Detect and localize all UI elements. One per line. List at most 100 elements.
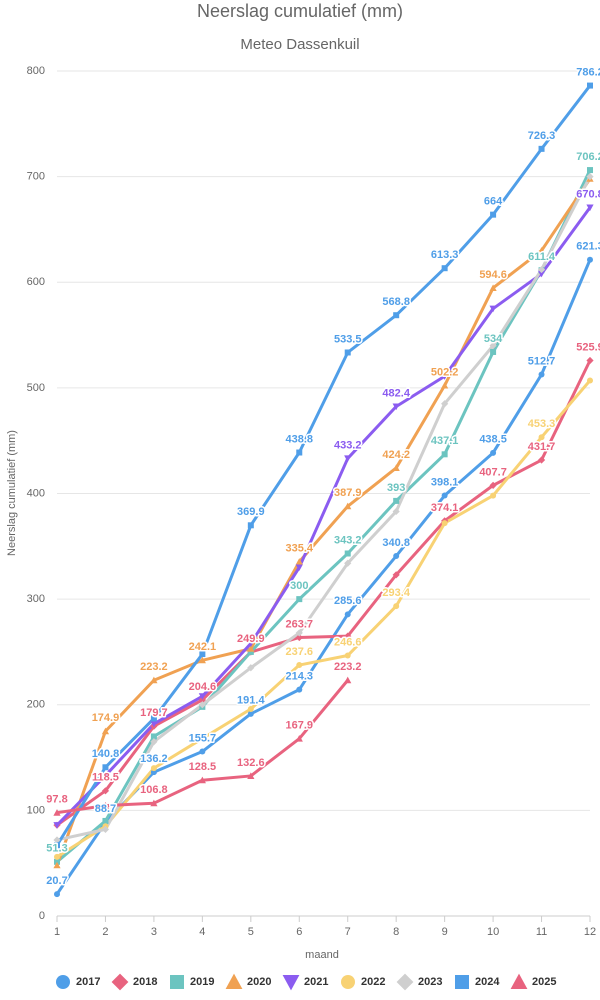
marker [587,256,593,263]
marker [296,449,303,456]
marker [101,802,110,809]
legend-label: 2023 [418,976,442,988]
x-tick-label: 11 [536,926,547,938]
marker [295,558,303,565]
x-tick-label: 5 [248,926,254,938]
marker [586,173,594,181]
marker [101,825,110,833]
marker [295,564,303,572]
series-line [55,177,592,866]
y-tick-label: 700 [27,171,45,183]
series-line [56,169,592,863]
marker [441,400,449,408]
markers [53,82,594,898]
marker [392,571,400,579]
data-label: 223.2 [334,661,362,673]
marker [587,167,593,174]
marker [102,764,109,771]
data-label: 140.8 [92,748,120,760]
marker [586,356,594,365]
data-label: 621.3 [576,241,600,253]
marker [295,633,303,642]
data-label: 246.6 [334,636,362,648]
marker [296,596,303,603]
x-tick-label: 8 [393,926,399,938]
marker [393,603,400,610]
marker [392,403,400,411]
data-label: 191.4 [237,695,265,707]
x-tick-label: 12 [584,926,596,938]
marker [538,145,545,152]
marker [150,765,157,772]
legend-label: 2020 [247,976,271,988]
marker [247,710,254,717]
data-label: 242.1 [189,641,217,653]
x-tick-label: 1 [54,926,60,938]
marker [587,377,593,384]
y-tick-label: 500 [27,382,45,394]
marker [56,975,70,989]
series-line [55,206,592,827]
x-tick-label: 2 [102,926,108,938]
marker [295,735,303,742]
chart-title: Neerslag cumulatief (mm) [197,1,403,21]
marker [392,507,400,516]
data-label: 706.2 [576,151,600,163]
data-label: 534 [484,333,503,345]
y-axis-label: Neerslag cumulatief (mm) [6,430,18,556]
legend-label: 2022 [361,976,385,988]
marker [586,204,594,212]
marker [54,842,60,849]
data-label: 214.3 [286,671,314,683]
data-labels: 20.7 88.7 136.2 155.7 191.4 214.3 285.6 340.8 39… [45,65,600,889]
y-tick-label: 200 [27,699,45,711]
data-label: 482.4 [382,387,410,399]
data-label: 174.9 [92,712,120,724]
marker [490,348,497,355]
x-tick-label: 6 [296,926,302,938]
marker [396,973,414,991]
x-axis-label: maand [305,949,339,961]
marker [489,481,497,489]
data-label: 369.9 [237,506,265,518]
marker [247,645,255,652]
data-label: 179.7 [140,707,168,719]
marker [150,799,158,807]
data-label: 438.5 [479,434,507,446]
data-label: 132.6 [237,757,265,769]
x-tick-label: 7 [345,926,351,938]
marker [441,451,448,458]
data-label: 512.7 [528,355,556,367]
marker [150,720,158,728]
marker [295,629,303,637]
data-label: 167.9 [286,720,314,732]
marker [393,312,400,319]
marker [587,82,593,89]
data-label: 88.7 [95,803,116,815]
data-label: 263.7 [286,618,314,630]
data-label: 223.2 [140,661,168,673]
marker [150,715,157,722]
data-label: 285.6 [334,595,362,607]
marker [101,727,110,735]
y-tick-label: 400 [27,487,45,499]
marker [490,449,497,456]
marker [393,497,400,504]
marker [537,265,546,274]
data-label: 398.1 [431,476,459,488]
marker [53,861,61,869]
data-label: 525.9 [576,341,600,353]
marker [199,735,206,742]
legend-label: 2017 [76,976,100,988]
marker [455,975,469,989]
data-label: 613.3 [431,249,459,261]
data-label: 786.2 [576,66,600,78]
lines [55,84,592,895]
marker [341,975,355,989]
marker [344,611,351,618]
marker [344,652,351,659]
data-label: 293.4 [382,587,410,599]
data-label: 128.5 [189,761,217,773]
data-label: 533.5 [334,333,362,345]
